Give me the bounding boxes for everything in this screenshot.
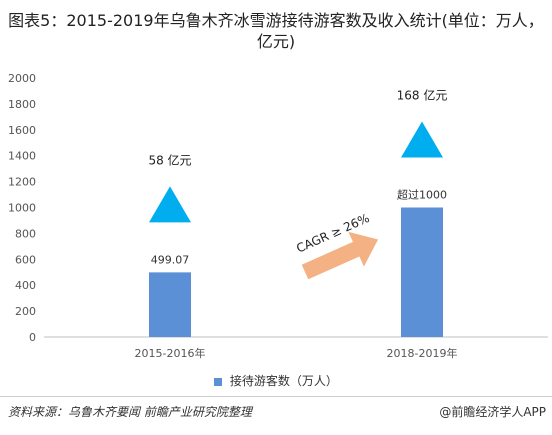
bar-value-label: 超过1000: [397, 188, 447, 202]
x-tick-label: 2015-2016年: [135, 346, 206, 360]
y-tick-label: 2000: [8, 72, 36, 85]
y-tick-label: 800: [15, 227, 36, 240]
legend: 接待游客数（万人）: [0, 372, 552, 389]
bars: 499.07 超过1000: [149, 188, 447, 337]
y-tick-label: 400: [15, 279, 36, 292]
bar: [401, 207, 443, 337]
brand-label: @前瞻经济学人APP: [439, 405, 546, 419]
y-tick-label: 1800: [8, 98, 36, 111]
y-tick-label: 1600: [8, 124, 36, 137]
bar-value-label: 499.07: [151, 253, 190, 266]
y-tick-label: 600: [15, 253, 36, 266]
cagr-arrow-shape: [301, 231, 379, 280]
chart-title: 图表5：2015-2019年乌鲁木齐冰雪游接待游客数及收入统计(单位：万人，亿元…: [8, 11, 544, 51]
revenue-triangle: [401, 121, 443, 158]
bar: [149, 272, 191, 337]
revenue-label: 58 亿元: [148, 152, 191, 167]
revenue-triangle: [149, 186, 191, 223]
cagr-arrow: CAGR ≥ 26%: [294, 211, 379, 280]
x-axis: 2015-2016年 2018-2019年: [44, 336, 548, 360]
legend-label: 接待游客数（万人）: [229, 374, 338, 388]
y-axis: 0 200 400 600 800 1000 1200 1400 1600 1800 2000: [8, 72, 36, 344]
y-tick-label: 200: [15, 305, 36, 318]
y-tick-label: 1400: [8, 150, 36, 163]
y-tick-label: 1200: [8, 176, 36, 189]
source-note: 资料来源：乌鲁木齐要闻 前瞻产业研究院整理: [8, 405, 252, 419]
y-tick-label: 0: [29, 331, 36, 344]
footer-divider: [0, 396, 552, 397]
revenue-label: 168 亿元: [397, 88, 448, 103]
x-tick-label: 2018-2019年: [387, 346, 458, 360]
legend-swatch: [214, 377, 223, 386]
y-tick-label: 1000: [8, 202, 36, 215]
